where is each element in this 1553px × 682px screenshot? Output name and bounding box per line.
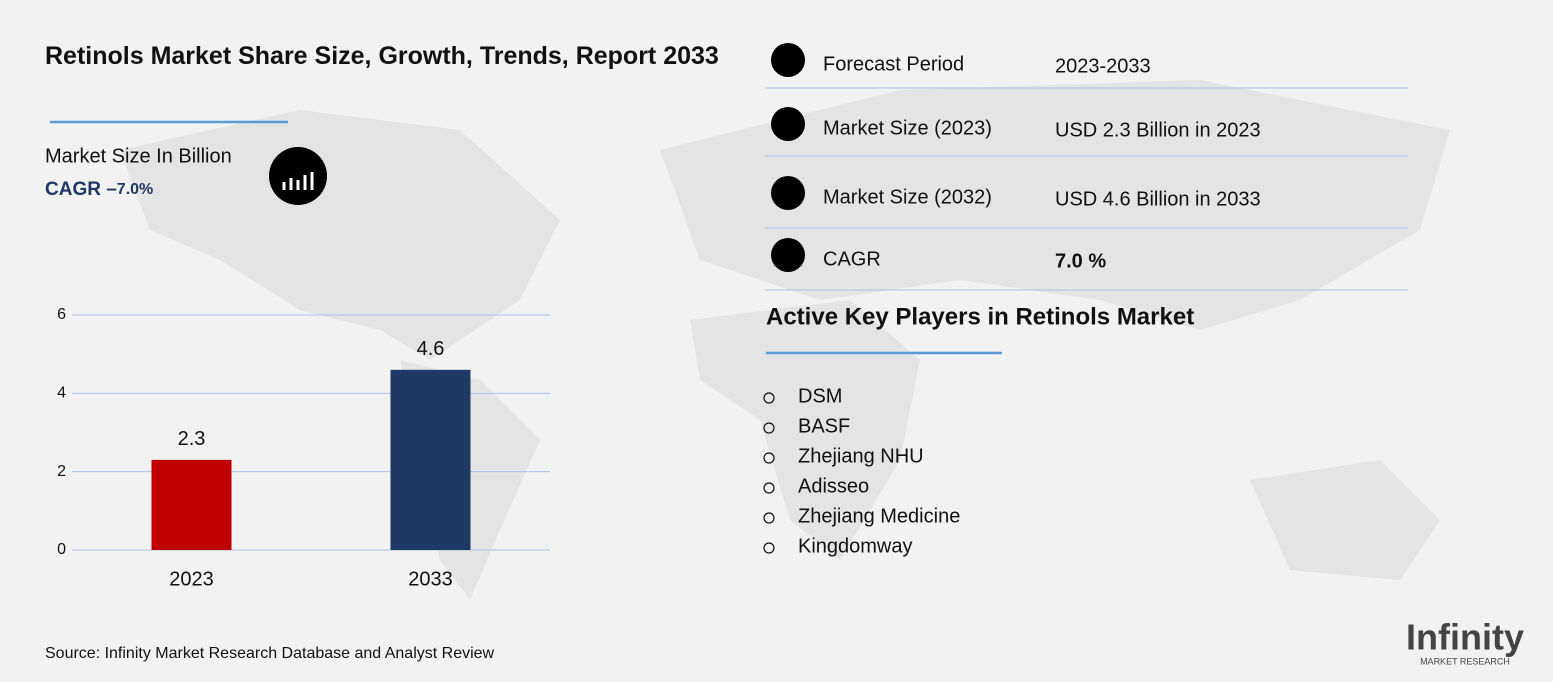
row-icon [771, 176, 805, 210]
bullet [763, 422, 775, 434]
row-value: 2023-2033 [1055, 55, 1151, 77]
bar [151, 459, 232, 550]
player: Adisseo [798, 475, 869, 497]
subtitle: Market Size In Billion [45, 145, 232, 167]
bullet [763, 512, 775, 524]
title: Retinols Market Share Size, Growth, Tren… [45, 42, 719, 70]
y-tick-label: 2 [57, 463, 66, 480]
growth-icon-bars [282, 172, 314, 190]
map-north-america [120, 110, 560, 360]
y-tick-label: 6 [57, 306, 66, 323]
player: DSM [798, 385, 842, 407]
bullet [763, 452, 775, 464]
bar [390, 369, 471, 550]
player: BASF [798, 415, 850, 437]
row-label: Market Size (2032) [823, 186, 992, 208]
row-label: CAGR [823, 248, 881, 270]
map-australia [1250, 460, 1440, 580]
logo-tagline: MARKET RESEARCH [1420, 656, 1510, 666]
cagr-value: 7.0% [117, 181, 153, 198]
row-value: 7.0 % [1055, 250, 1106, 272]
world-map [120, 80, 1450, 600]
row-icon [771, 238, 805, 272]
row-value: USD 2.3 Billion in 2023 [1055, 119, 1261, 141]
player: Zhejiang NHU [798, 445, 924, 467]
player: Zhejiang Medicine [798, 505, 960, 527]
row-icon [771, 107, 805, 141]
map-africa [690, 300, 920, 560]
y-tick-label: 0 [57, 541, 66, 558]
row-value: USD 4.6 Billion in 2033 [1055, 188, 1261, 210]
logo-name: Infinity [1406, 617, 1524, 658]
growth-icon [269, 147, 327, 205]
row-icon [771, 43, 805, 77]
player: Kingdomway [798, 535, 913, 557]
x-tick-label: 2033 [408, 568, 453, 590]
cagr: CAGR –7.0% [45, 179, 153, 200]
source: Source: Infinity Market Research Databas… [45, 645, 495, 662]
bullet [763, 392, 775, 404]
map-eurasia [660, 80, 1450, 330]
bullet [763, 482, 775, 494]
players-title: Active Key Players in Retinols Market [766, 303, 1194, 330]
cagr-label: CAGR – [45, 179, 117, 200]
x-tick-label: 2023 [169, 568, 214, 590]
data-label: 2.3 [178, 428, 206, 450]
row-label: Forecast Period [823, 53, 964, 75]
data-label: 4.6 [417, 338, 445, 360]
row-label: Market Size (2023) [823, 117, 992, 139]
y-tick-label: 4 [57, 385, 66, 402]
bullet [763, 542, 775, 554]
